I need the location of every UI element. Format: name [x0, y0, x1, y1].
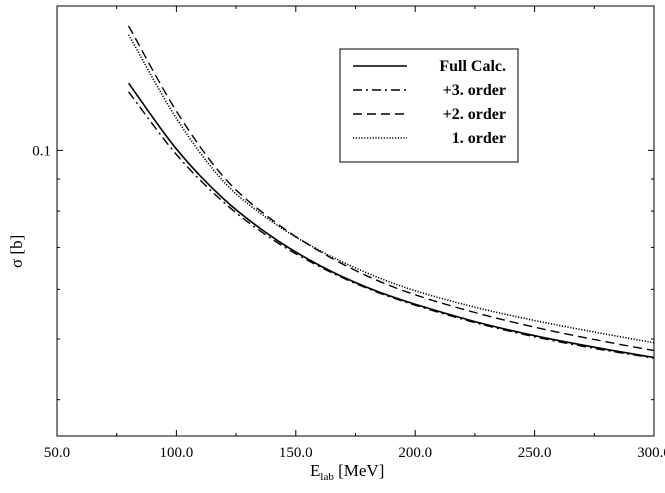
legend-label: +2. order [443, 106, 506, 123]
series-line [127, 82, 655, 359]
legend: Full Calc. +3. order +2. order 1. order [339, 48, 519, 163]
x-axis-ticks: 50.0 100.0 150.0 200.0 250.0 300.0 [44, 6, 665, 461]
x-tick-label: 300.0 [637, 445, 665, 461]
x-axis-label: Elab [MeV] [310, 461, 384, 483]
legend-box [339, 48, 519, 163]
x-tick-label: 50.0 [44, 445, 70, 461]
y-tick-label: 0.1 [32, 143, 51, 159]
legend-label: Full Calc. [439, 58, 506, 75]
x-tick-label: 150.0 [279, 445, 313, 461]
x-tick-label: 200.0 [398, 445, 432, 461]
legend-label: 1. order [452, 130, 506, 147]
series-layer [127, 25, 655, 359]
series-line [128, 91, 655, 359]
y-axis-ticks: 0.1 [32, 143, 654, 401]
x-tick-label: 250.0 [518, 445, 552, 461]
legend-label: +3. order [443, 82, 506, 99]
y-axis-label: σ [b] [7, 235, 26, 268]
x-tick-label: 100.0 [160, 445, 194, 461]
series-line [127, 34, 655, 344]
